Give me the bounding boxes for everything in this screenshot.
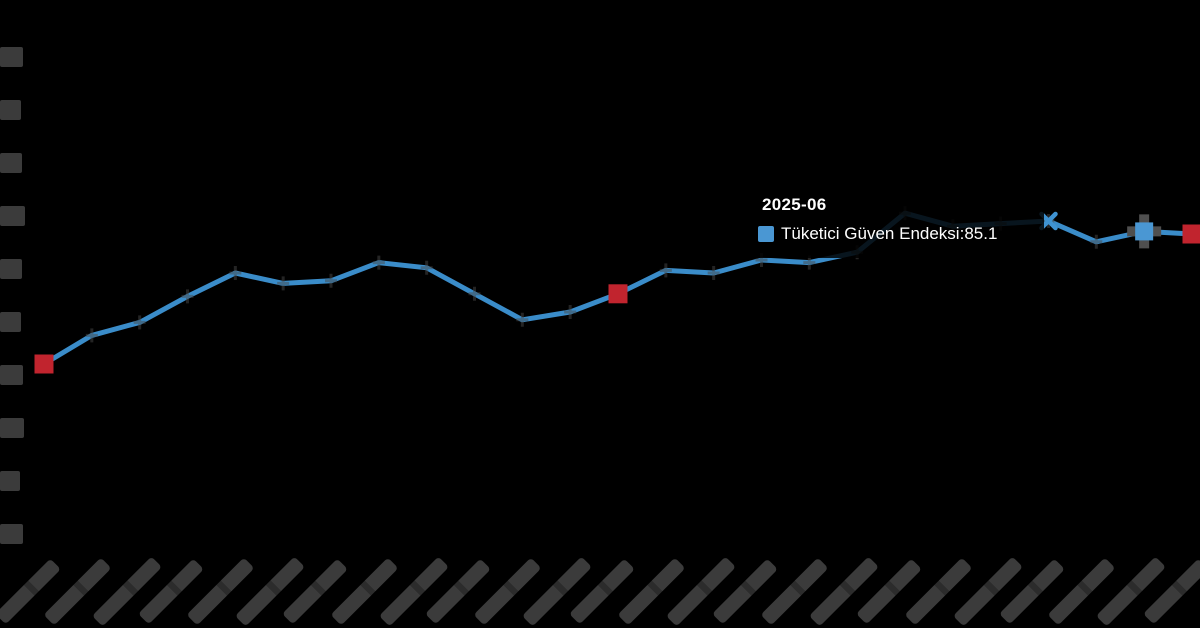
y-axis-tick-label-redacted (0, 100, 21, 120)
y-axis-tick-label-redacted (0, 365, 23, 385)
y-axis-tick-label-redacted (0, 206, 25, 226)
tooltip-series-row: Tüketici Güven Endeksi: 85.1 (758, 224, 1044, 244)
june-point-marker-red[interactable] (34, 354, 54, 374)
data-point-cross-marker (420, 260, 433, 275)
y-axis-tick-label-redacted (0, 524, 23, 544)
data-point-cross-marker (468, 286, 481, 301)
series-legend-icon (758, 226, 774, 242)
data-point-cross-marker (372, 255, 385, 270)
y-axis-tick-label-redacted (0, 153, 22, 173)
data-point-cross-marker (516, 312, 529, 327)
y-axis-tick-label-redacted (0, 471, 20, 491)
data-point-cross-marker (229, 266, 242, 280)
hovered-point-marker[interactable] (1135, 222, 1154, 241)
tooltip-separator: : (959, 224, 965, 243)
data-point-cross-marker (324, 273, 337, 288)
june-point-marker-red[interactable] (1182, 224, 1200, 244)
data-point-cross-marker (133, 315, 146, 330)
data-point-cross-marker (181, 289, 194, 304)
y-axis-tick-label-redacted (0, 259, 22, 279)
data-point-cross-marker (1090, 234, 1103, 249)
y-axis-tick-label-redacted (0, 312, 21, 332)
y-axis-tick-label-redacted (0, 47, 23, 67)
tooltip-title: 2025-06 (762, 195, 827, 214)
data-point-cross-marker (707, 266, 720, 280)
data-point-cross-marker (277, 276, 290, 291)
data-point-cross-marker (659, 263, 672, 278)
tooltip-series-label: Tüketici Güven Endeksi (781, 224, 960, 243)
y-axis-tick-label-redacted (0, 418, 24, 438)
june-point-marker-red[interactable] (608, 284, 628, 304)
data-point-cross-marker (564, 305, 577, 319)
data-point-cross-marker (85, 328, 98, 343)
tooltip: 2025-06 Tüketici Güven Endeksi: 85.1 (746, 184, 1044, 258)
tooltip-value: 85.1 (964, 224, 998, 243)
